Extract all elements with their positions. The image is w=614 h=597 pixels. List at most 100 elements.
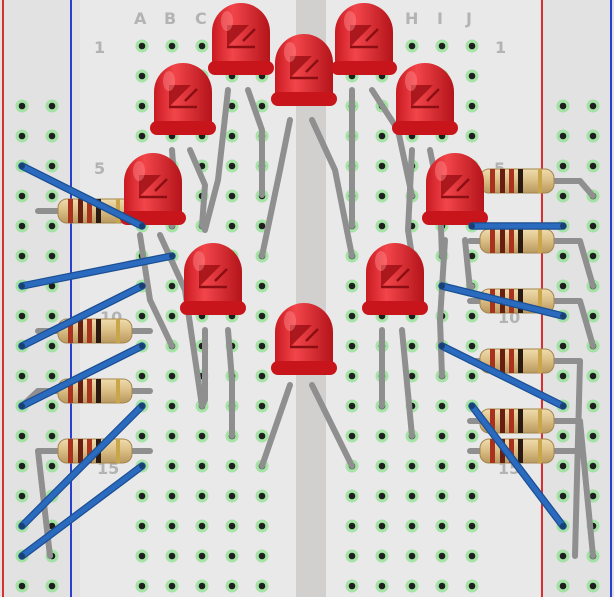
hole (556, 249, 570, 263)
hole (345, 369, 359, 383)
hole (345, 339, 359, 353)
hole (165, 39, 179, 53)
hole (345, 489, 359, 503)
led-leg (572, 358, 583, 559)
led-leg (577, 238, 596, 289)
hole (556, 579, 570, 593)
hole (225, 189, 239, 203)
hole (45, 399, 59, 413)
hole (195, 549, 209, 563)
hole (255, 549, 269, 563)
hole (135, 579, 149, 593)
hole (15, 219, 29, 233)
hole (435, 399, 449, 413)
jumper-wire (18, 342, 146, 410)
hole (556, 159, 570, 173)
hole (195, 519, 209, 533)
hole (465, 339, 479, 353)
hole (225, 219, 239, 233)
hole (586, 399, 600, 413)
hole (586, 429, 600, 443)
hole (45, 159, 59, 173)
hole (255, 339, 269, 353)
hole (435, 459, 449, 473)
hole (255, 519, 269, 533)
led-leg (437, 237, 448, 379)
jumper-wire (468, 222, 567, 230)
hole (375, 429, 389, 443)
hole (435, 579, 449, 593)
hole (405, 549, 419, 563)
hole (135, 309, 149, 323)
row-label-15: 15 (97, 459, 119, 478)
hole (375, 549, 389, 563)
hole (255, 369, 269, 383)
hole (465, 429, 479, 443)
hole (375, 519, 389, 533)
hole (45, 189, 59, 203)
hole (586, 129, 600, 143)
hole (195, 579, 209, 593)
led (120, 153, 186, 225)
hole (15, 99, 29, 113)
hole (345, 279, 359, 293)
hole (375, 489, 389, 503)
board-left-rail (0, 0, 80, 597)
hole (45, 339, 59, 353)
hole (435, 429, 449, 443)
resistor (467, 408, 583, 434)
hole (345, 579, 359, 593)
hole (135, 129, 149, 143)
led-leg (199, 327, 208, 409)
led-leg (399, 327, 415, 439)
resistor (467, 228, 583, 254)
hole (465, 519, 479, 533)
jumper-wires (18, 162, 567, 560)
led (362, 243, 428, 315)
hole (255, 429, 269, 443)
hole (465, 489, 479, 503)
hole (15, 309, 29, 323)
hole (435, 549, 449, 563)
hole (135, 99, 149, 113)
hole (165, 459, 179, 473)
hole (405, 459, 419, 473)
hole (135, 519, 149, 533)
hole (225, 459, 239, 473)
hole (405, 489, 419, 503)
hole (255, 279, 269, 293)
hole (165, 369, 179, 383)
hole (405, 39, 419, 53)
hole (165, 579, 179, 593)
hole (375, 159, 389, 173)
led (271, 34, 337, 106)
hole (45, 99, 59, 113)
led-leg (309, 117, 355, 259)
hole (586, 99, 600, 113)
hole (45, 459, 59, 473)
column-label-c: C (195, 9, 207, 28)
column-label-i: I (437, 9, 443, 28)
hole (255, 99, 269, 113)
hole (586, 249, 600, 263)
hole (15, 429, 29, 443)
leds (120, 3, 488, 375)
hole (15, 129, 29, 143)
hole (465, 549, 479, 563)
led-leg (405, 147, 415, 259)
hole (345, 519, 359, 533)
hole (135, 39, 149, 53)
hole (405, 339, 419, 353)
resistor (35, 318, 153, 344)
hole (556, 189, 570, 203)
hole (165, 429, 179, 443)
hole (586, 369, 600, 383)
column-label-a: A (134, 9, 147, 28)
jumper-wire (18, 462, 146, 560)
hole (586, 459, 600, 473)
hole (375, 129, 389, 143)
hole (45, 429, 59, 443)
hole (255, 399, 269, 413)
row-label-1: 1 (94, 38, 105, 57)
